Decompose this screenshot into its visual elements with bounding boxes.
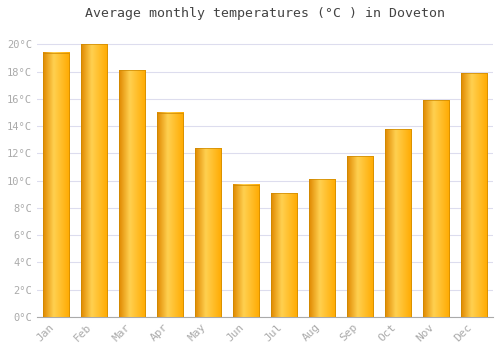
Bar [42, 52, 69, 317]
Bar [270, 193, 297, 317]
Bar [460, 73, 487, 317]
Bar [118, 70, 145, 317]
Bar [80, 44, 107, 317]
Bar [232, 185, 259, 317]
Title: Average monthly temperatures (°C ) in Doveton: Average monthly temperatures (°C ) in Do… [85, 7, 445, 20]
Bar [384, 129, 411, 317]
Bar [346, 156, 374, 317]
Bar [194, 148, 221, 317]
Bar [422, 100, 450, 317]
Bar [156, 113, 183, 317]
Bar [308, 179, 336, 317]
